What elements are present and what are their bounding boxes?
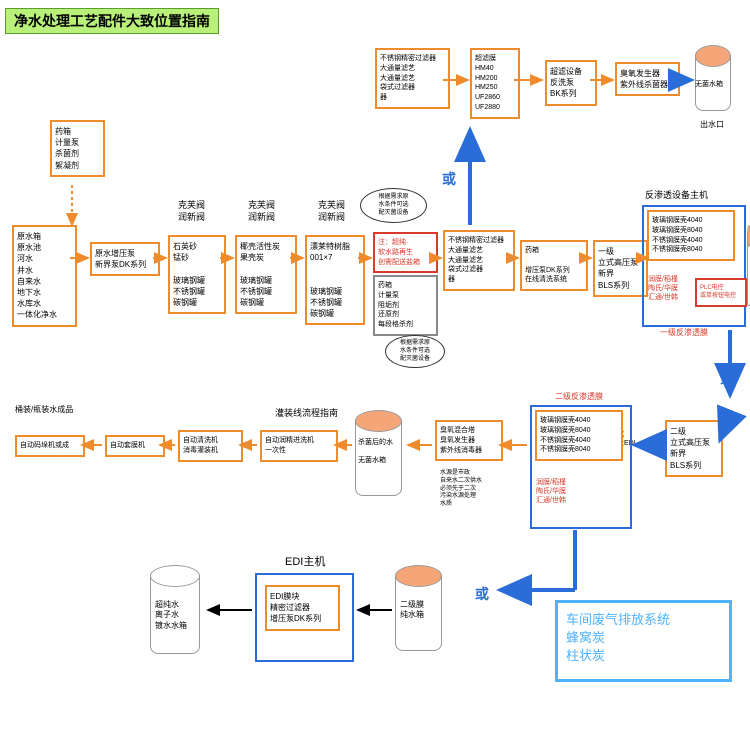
raw-pump: 原水增压泵 新界泵DK系列	[90, 242, 160, 276]
carbon-filter: 椰壳活性炭 果壳炭 玻璃钢罐 不锈钢罐 碳钢罐	[235, 235, 297, 314]
hp-pump2: 二级 立式高压泵 新界 BLS系列	[665, 420, 723, 477]
title-bar: 净水处理工艺配件大致位置指南	[5, 8, 219, 34]
hp-pump1: 一级 立式高压泵 新界 BLS系列	[593, 240, 648, 297]
ro2-brands: 润膜/稻槿 陶氏/华膜 汇通/世韩	[536, 478, 566, 505]
tank-out-label: 无菌水箱	[695, 80, 723, 89]
edi-box: EDI膜块 精密过滤器 增压泵DK系列	[265, 585, 340, 631]
valve2-label: 克芙阀 润新阀	[248, 200, 275, 223]
tank-ultra-label: 超纯水 离子水 镀水水箱	[155, 600, 187, 631]
ro1-title: 反渗透设备主机	[645, 190, 708, 202]
red-note: 注：超纯· 软水路再生 创需配送盐箱	[373, 232, 438, 273]
dosing-box: 药箱 增压泵DK系列 在线清洗系统	[520, 240, 588, 291]
or3: 或	[475, 585, 489, 603]
ro2-title: 二级反渗透膜	[555, 392, 603, 402]
auto-hot: 自动清洗机 消毒灌装机	[178, 430, 243, 462]
ro2-membrane: 玻璃钢膜壳4040 玻璃钢膜壳8040 不锈钢膜壳4040 不锈钢膜壳8040	[535, 410, 623, 461]
uf-equip: 超滤设备 反洗泵 BK系列	[545, 60, 597, 106]
tank-sterile-label: 杀菌后的水 无菌水箱	[358, 438, 393, 465]
filter-mid: 不锈钢精密过滤器 大通量滤艺 大通量滤艺 袋式过滤器 器	[443, 230, 515, 291]
auto-shrink: 自动套膜机	[105, 435, 165, 457]
dosing2: 药箱 计量泵 阻垢剂 还原剂 每段格杀剂	[373, 275, 438, 336]
ro1-plc: PLC电控 或单按钮电控	[695, 278, 747, 307]
bottle-label: 桶装/瓶装水成品	[15, 405, 73, 415]
uf-top: 超滤膜 HM40 HM200 HM250 UF2860 UF2880	[470, 48, 520, 119]
filter-top: 不锈钢精密过滤器 大通量滤艺 大通量滤艺 袋式过滤器 器	[375, 48, 450, 109]
bubble1: 根据需求原 水条件可选 配灭菌设备	[360, 188, 427, 223]
valve1-label: 克芙阀 润新阀	[178, 200, 205, 223]
tank-mid	[747, 235, 749, 305]
tank-pure2-label: 二级膜 纯水箱	[400, 600, 424, 621]
ozone2-note: 水源是市政 自来水二次供水 必须先于二次 污染水源处理 水质	[440, 470, 495, 509]
ozone2: 臭氧混合塔 臭氧发生器 紫外线消毒器	[435, 420, 503, 461]
dosing-top: 药箱 计量泵 杀菌剂 絮凝剂	[50, 120, 105, 177]
ro1-red-label: 一级反渗透膜	[660, 328, 708, 338]
water-out-label: 出水口	[700, 120, 724, 130]
auto-code: 自动码垛机或成	[15, 435, 85, 457]
ozone-top: 臭氧发生器 紫外线杀菌器	[615, 62, 680, 96]
source-water: 原水箱 原水池 河水 井水 自来水 地下水 水库水 一体化净水	[12, 225, 77, 327]
resin-filter: 漂莱特树脂 001×7 玻璃钢罐 不锈钢罐 碳钢罐	[305, 235, 365, 325]
or2: 或	[720, 370, 734, 388]
ro1-membrane: 玻璃钢膜壳4040 玻璃钢膜壳8040 不锈钢膜壳4040 不锈钢膜壳8040	[647, 210, 735, 261]
or1: 或	[442, 170, 456, 188]
exhaust-box: 车间废气排放系统 蜂窝炭 柱状炭	[555, 600, 732, 682]
bubble2: 根据需求原 水条件可选 配灭菌设备	[385, 335, 445, 368]
valve3-label: 克芙阀 润新阀	[318, 200, 345, 223]
ro1-brands: 润膜/稻槿 陶氏/华膜 汇通/世韩	[648, 275, 678, 302]
auto-rinse: 自动润精进洗机 一次性	[260, 430, 338, 462]
sand-filter: 石英砂 锰砂 玻璃钢罐 不锈钢罐 碳钢罐	[168, 235, 226, 314]
edi-title: EDI主机	[285, 555, 325, 569]
filling-title: 灌装线流程指南	[275, 408, 338, 420]
